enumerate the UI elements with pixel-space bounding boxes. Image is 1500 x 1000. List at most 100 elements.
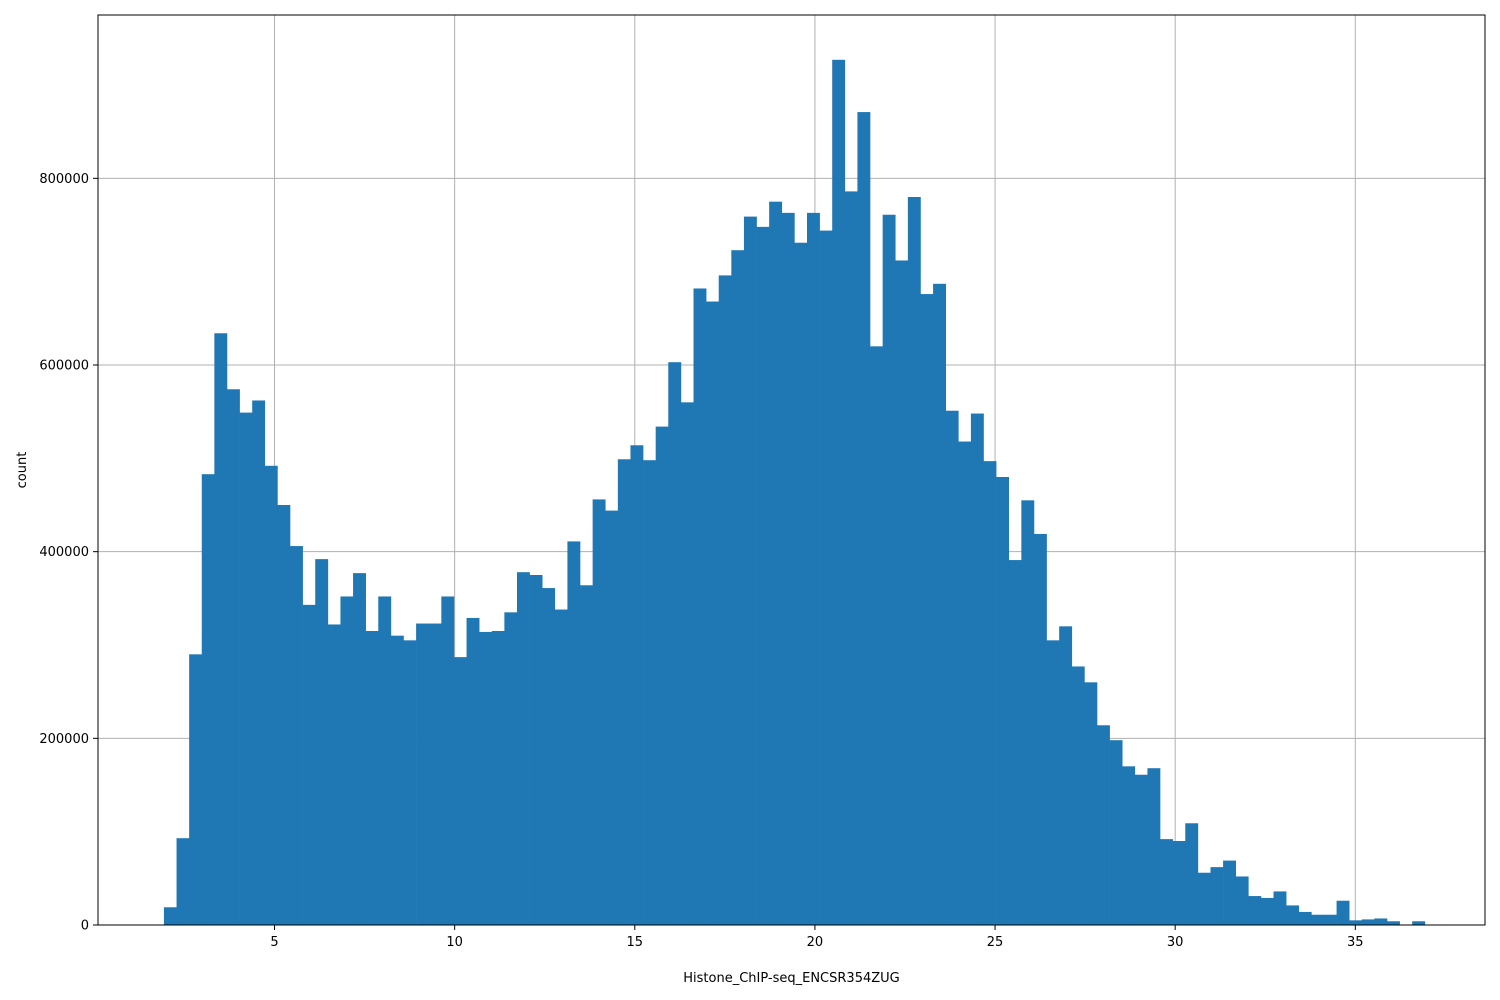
histogram-bar	[1084, 682, 1098, 925]
histogram-bar	[983, 461, 997, 925]
histogram-bar	[201, 474, 215, 925]
histogram-bar	[277, 505, 291, 925]
y-tick-label: 800000	[39, 172, 89, 187]
histogram-bar	[844, 191, 858, 925]
y-axis-ticks: 0 200000 400000 600000 800000	[39, 172, 98, 934]
histogram-bar	[605, 510, 619, 925]
histogram-bar	[453, 657, 467, 925]
histogram-bar	[1412, 921, 1426, 925]
histogram-bar	[920, 294, 934, 926]
histogram-bar	[1097, 725, 1110, 925]
histogram-bar	[1008, 560, 1022, 925]
histogram-bar	[1361, 919, 1375, 925]
histogram-bar	[1109, 740, 1123, 925]
histogram-bar	[958, 441, 972, 925]
histogram-bar	[1235, 876, 1249, 925]
histogram-bar	[643, 460, 656, 925]
histogram-bar	[655, 426, 669, 925]
histogram-bar	[1223, 860, 1237, 925]
y-tick-label: 600000	[39, 359, 89, 374]
histogram-bar	[491, 631, 505, 925]
histogram-bar	[340, 596, 354, 925]
histogram-bar	[907, 197, 921, 925]
histogram-bar	[680, 402, 694, 925]
histogram-bar	[1260, 897, 1274, 925]
histogram-bar	[163, 907, 177, 925]
histogram-bar	[504, 612, 518, 925]
histogram-bar	[806, 212, 820, 925]
histogram-bar	[1134, 774, 1148, 925]
histogram-bar	[365, 631, 379, 925]
histogram-bar	[794, 242, 808, 925]
histogram-bar	[970, 413, 984, 925]
histogram-bar	[769, 201, 783, 925]
histogram-bar	[933, 283, 946, 925]
histogram-bar	[1185, 823, 1199, 925]
histogram-bar	[1273, 891, 1287, 925]
histogram-bar	[1071, 666, 1085, 925]
histogram-bar	[441, 596, 455, 925]
histogram-bar	[592, 499, 606, 925]
histogram-bar	[1374, 918, 1388, 925]
histogram-bar	[239, 412, 253, 926]
histogram-bar	[781, 212, 795, 925]
histogram-bar	[1336, 900, 1350, 925]
x-tick-label: 20	[807, 935, 824, 950]
histogram-bars	[163, 59, 1426, 926]
histogram-bar	[554, 609, 568, 925]
histogram-bar	[1021, 500, 1035, 925]
histogram-bar	[1147, 768, 1161, 925]
histogram-bar	[226, 389, 240, 925]
histogram-bar	[1172, 841, 1186, 925]
histogram-bar	[264, 465, 278, 925]
histogram-bar	[479, 631, 493, 925]
histogram-bar	[1349, 920, 1363, 925]
x-tick-label: 25	[987, 935, 1004, 950]
histogram-bar	[290, 546, 303, 925]
y-tick-label: 200000	[39, 732, 89, 747]
histogram-bar	[668, 362, 682, 925]
histogram-bar	[731, 250, 745, 925]
x-tick-label: 30	[1167, 935, 1184, 950]
histogram-bar	[718, 275, 732, 925]
histogram-bar	[1311, 914, 1325, 925]
x-tick-label: 10	[446, 935, 463, 950]
histogram-bar	[1387, 921, 1400, 925]
histogram-bar	[567, 541, 581, 925]
histogram-bar	[1033, 533, 1047, 925]
y-axis-label: count	[15, 452, 30, 489]
histogram-bar	[1046, 640, 1060, 925]
histogram-bar	[1210, 867, 1224, 925]
histogram-bar	[756, 226, 770, 925]
histogram-bar	[819, 230, 833, 926]
histogram-bar	[466, 617, 480, 925]
histogram-bar	[882, 214, 896, 925]
histogram-bar	[1248, 896, 1262, 925]
histogram-bar	[542, 588, 556, 925]
histogram-bar	[1197, 872, 1211, 925]
histogram-bar	[1323, 914, 1337, 925]
x-tick-label: 35	[1347, 935, 1364, 950]
histogram-bar	[1122, 766, 1136, 925]
histogram-bar	[302, 604, 316, 925]
histogram-bar	[403, 640, 417, 925]
histogram-bar	[529, 575, 543, 925]
histogram-bar	[832, 59, 846, 926]
histogram-bar	[214, 333, 228, 925]
histogram-bar	[1059, 626, 1073, 925]
histogram-bar	[857, 112, 871, 926]
x-tick-label: 5	[270, 935, 278, 950]
histogram-bar	[390, 635, 404, 925]
y-tick-label: 0	[81, 919, 89, 934]
histogram-bar	[378, 596, 392, 925]
histogram-bar	[315, 559, 329, 925]
histogram-bar	[743, 216, 757, 926]
histogram-bar	[693, 288, 707, 925]
histogram-bar	[1160, 839, 1173, 925]
y-tick-label: 400000	[39, 545, 89, 560]
histogram-bar	[580, 585, 593, 925]
histogram-bar	[870, 346, 883, 925]
histogram-bar	[516, 572, 530, 925]
x-axis-ticks: 5 10 15 20 25 30 35	[270, 925, 1364, 950]
